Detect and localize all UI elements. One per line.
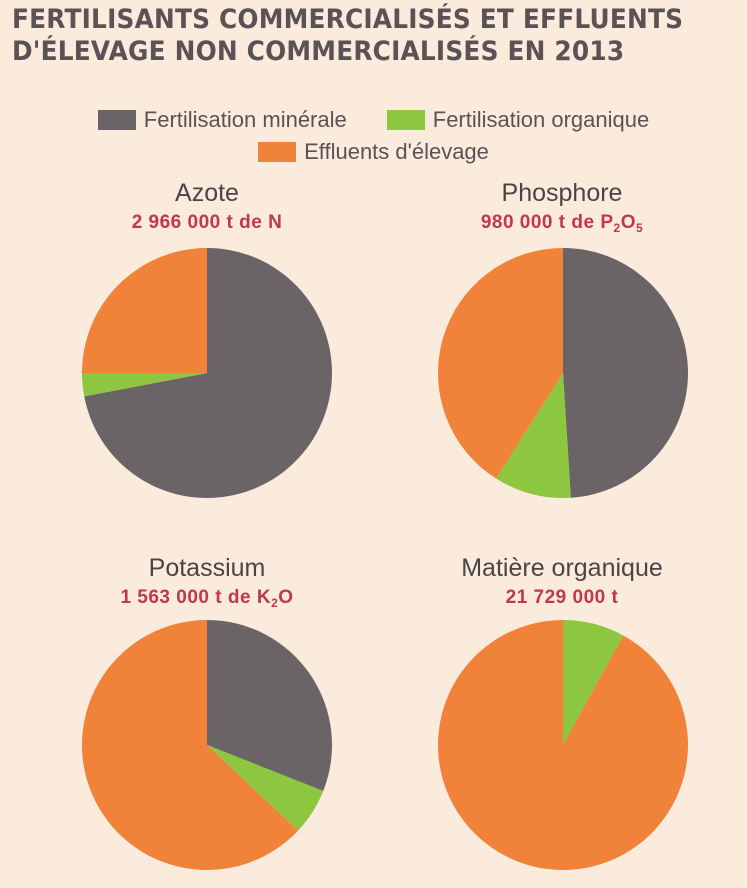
pie-slice-azote-effluents bbox=[82, 248, 207, 373]
legend-item-mineral: Fertilisation minérale bbox=[97, 107, 347, 133]
pie-title-potassium: Potassium bbox=[148, 554, 266, 582]
pie-slice-potassium-organic bbox=[207, 745, 324, 831]
legend: Fertilisation minérale Fertilisation org… bbox=[0, 104, 747, 168]
legend-swatch-organic bbox=[386, 110, 425, 130]
legend-item-effluents: Effluents d'élevage bbox=[258, 139, 489, 165]
pie-total-phosphore: 980 000 t de P2O5 bbox=[480, 212, 644, 235]
panel-potassium: Potassium 1 563 000 t de K2O bbox=[47, 553, 367, 616]
pie-slice-potassium-mineral bbox=[207, 620, 333, 792]
pie-slice-matiere-organique-effluents bbox=[437, 620, 688, 870]
legend-swatch-effluents bbox=[258, 142, 297, 162]
pie-slice-azote-mineral bbox=[84, 248, 333, 499]
pie-slice-phosphore-organic bbox=[496, 373, 571, 498]
panel-matiere-organique: Matière organique 21 729 000 t bbox=[402, 553, 722, 611]
pie-slice-potassium-effluents bbox=[81, 620, 299, 870]
pie-title-matiere-organique: Matière organique bbox=[461, 554, 663, 582]
legend-item-organic: Fertilisation organique bbox=[386, 107, 650, 133]
pie-slice-azote-organic bbox=[82, 373, 207, 397]
legend-label-organic: Fertilisation organique bbox=[432, 107, 650, 132]
legend-swatch-mineral bbox=[97, 110, 136, 130]
pie-slice-matiere-organique-organic bbox=[563, 620, 624, 745]
pie-total-matiere-organique: 21 729 000 t bbox=[505, 587, 619, 608]
legend-label-mineral: Fertilisation minérale bbox=[143, 107, 347, 132]
pie-slice-phosphore-effluents bbox=[437, 248, 563, 479]
pie-total-potassium: 1 563 000 t de K2O bbox=[120, 587, 294, 610]
legend-label-effluents: Effluents d'élevage bbox=[304, 139, 489, 164]
chart-title-line1: FERTILISANTS COMMERCIALISÉS ET EFFLUENTS bbox=[12, 4, 684, 35]
chart-title-line2: D'ÉLEVAGE NON COMMERCIALISÉS EN 2013 bbox=[12, 36, 625, 67]
pie-slice-phosphore-mineral bbox=[563, 248, 688, 498]
pie-title-phosphore: Phosphore bbox=[501, 179, 623, 207]
panel-azote: Azote 2 966 000 t de N bbox=[47, 178, 367, 236]
panel-phosphore: Phosphore 980 000 t de P2O5 bbox=[402, 178, 722, 241]
pie-total-azote: 2 966 000 t de N bbox=[131, 212, 283, 233]
pie-title-azote: Azote bbox=[175, 179, 239, 207]
chart-title: FERTILISANTS COMMERCIALISÉS ET EFFLUENTS… bbox=[12, 4, 684, 68]
